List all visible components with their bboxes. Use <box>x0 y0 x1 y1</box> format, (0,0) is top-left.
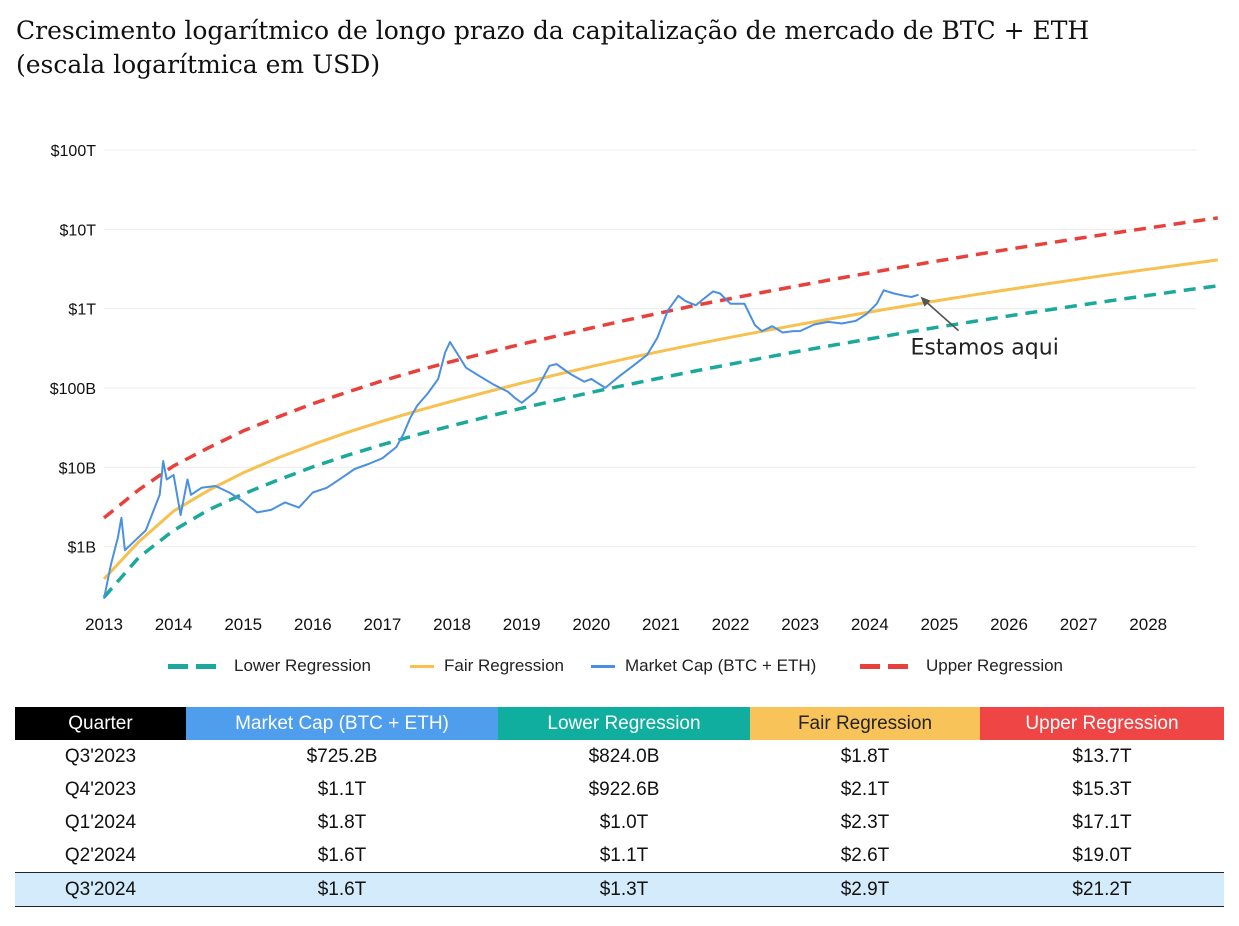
y-tick-label: $1B <box>68 540 96 557</box>
table-cell: $2.3T <box>840 811 890 833</box>
x-tick-label: 2020 <box>572 615 610 634</box>
series-line-upper-regression <box>102 216 1219 520</box>
x-tick-label: 2024 <box>851 615 889 634</box>
legend-item: Upper Regression <box>860 656 1063 676</box>
table-cell: $2.1T <box>840 778 890 800</box>
legend-label: Lower Regression <box>234 656 372 675</box>
legend-item: Lower Regression <box>168 656 371 676</box>
x-tick-label: 2028 <box>1129 615 1167 634</box>
legend-label: Upper Regression <box>926 656 1064 675</box>
y-tick-label: $100B <box>50 381 96 398</box>
x-tick-label: 2016 <box>294 615 332 634</box>
annotation-arrowhead <box>920 296 931 307</box>
x-tick-label: 2022 <box>712 615 750 634</box>
table-cell: $922.6B <box>588 778 660 800</box>
table-cell: Q4'2023 <box>64 778 137 800</box>
x-tick-label: 2026 <box>990 615 1028 634</box>
legend-label: Market Cap (BTC + ETH) <box>625 656 817 675</box>
table-cell: Q3'2023 <box>64 745 137 767</box>
table-row: Q3'2023 $725.2B $824.0B $1.8T $13.7T <box>15 740 1224 773</box>
legend-item: Fair Regression <box>410 656 564 676</box>
legend-swatch <box>410 664 434 668</box>
table-cell: $725.2B <box>306 745 378 767</box>
table-cell: Q3'2024 <box>15 872 186 907</box>
market-cap-log-chart: $1B $10B $100B $1T $10T $100T 2013 2014 2015 2016… <box>50 143 1219 634</box>
title-line-2: (escala logarítmica em USD) <box>16 50 381 79</box>
y-tick-label: $100T <box>51 143 97 160</box>
table-cell: Q2'2024 <box>64 844 137 866</box>
table-header-cell: Market Cap (BTC + ETH) <box>186 707 498 740</box>
chart-legend: Lower Regression Fair Regression Market Ca… <box>0 656 1239 680</box>
table-cell: $19.0T <box>1072 844 1132 866</box>
table-cell: $824.0B <box>588 745 660 767</box>
x-tick-label: 2027 <box>1060 615 1098 634</box>
x-tick-label: 2014 <box>155 615 193 634</box>
x-tick-label: 2025 <box>920 615 958 634</box>
table-cell: $13.7T <box>1072 745 1132 767</box>
table-header-cell: Lower Regression <box>498 707 750 740</box>
table-header-row: Quarter Market Cap (BTC + ETH) Lower Regre… <box>15 707 1224 740</box>
table-cell: Q1'2024 <box>64 811 137 833</box>
y-tick-label: $1T <box>68 302 96 319</box>
series-line-fair-regression <box>102 258 1219 581</box>
legend-swatch <box>168 663 224 669</box>
x-tick-label: 2015 <box>224 615 262 634</box>
series-line-lower-regression <box>102 284 1219 599</box>
legend-label: Fair Regression <box>444 656 564 675</box>
x-tick-label: 2023 <box>781 615 819 634</box>
x-tick-label: 2013 <box>85 615 123 634</box>
table-cell: $1.1T <box>599 844 649 866</box>
table-cell: $1.1T <box>317 778 367 800</box>
series-line-market-cap-btc-eth <box>103 289 919 599</box>
y-tick-label: $10T <box>60 222 97 239</box>
table-cell: $2.9T <box>750 872 980 907</box>
x-tick-label: 2018 <box>433 615 471 634</box>
title-line-1: Crescimento logarítmico de longo prazo d… <box>16 16 1090 45</box>
table-cell: $1.3T <box>498 872 750 907</box>
table-row: Q1'2024 $1.8T $1.0T $2.3T $17.1T <box>15 806 1224 839</box>
x-tick-label: 2019 <box>503 615 541 634</box>
table-header-cell: Fair Regression <box>750 707 980 740</box>
table-cell: $1.6T <box>186 872 498 907</box>
legend-swatch <box>860 663 916 669</box>
x-tick-label: 2017 <box>364 615 402 634</box>
table-cell: $15.3T <box>1072 778 1132 800</box>
chart-title: Crescimento logarítmico de longo prazo d… <box>16 14 1216 82</box>
legend-item: Market Cap (BTC + ETH) <box>591 656 816 676</box>
annotation-label: Estamos aqui <box>910 336 1058 361</box>
table-cell: $1.8T <box>317 811 367 833</box>
x-tick-label: 2021 <box>642 615 680 634</box>
table-cell: $21.2T <box>980 872 1224 907</box>
table-cell: $1.0T <box>599 811 649 833</box>
table-header-cell: Quarter <box>15 707 186 740</box>
legend-swatch <box>591 664 615 668</box>
annotation-arrow <box>921 298 960 332</box>
quarterly-summary-table: Quarter Market Cap (BTC + ETH) Lower Regre… <box>15 707 1224 907</box>
table-row: Q3'2024 $1.6T $1.3T $2.9T $21.2T <box>15 872 1224 907</box>
table-cell: $1.8T <box>840 745 890 767</box>
table-header-cell: Upper Regression <box>980 707 1224 740</box>
table-cell: $1.6T <box>317 844 367 866</box>
y-tick-label: $10B <box>59 460 96 477</box>
table-cell: $2.6T <box>840 844 890 866</box>
table-cell: $17.1T <box>1072 811 1132 833</box>
table-row: Q2'2024 $1.6T $1.1T $2.6T $19.0T <box>15 839 1224 873</box>
table-body: Q3'2023 $725.2B $824.0B $1.8T $13.7T Q4'2023 $… <box>15 740 1224 907</box>
table-row: Q4'2023 $1.1T $922.6B $2.1T $15.3T <box>15 773 1224 806</box>
